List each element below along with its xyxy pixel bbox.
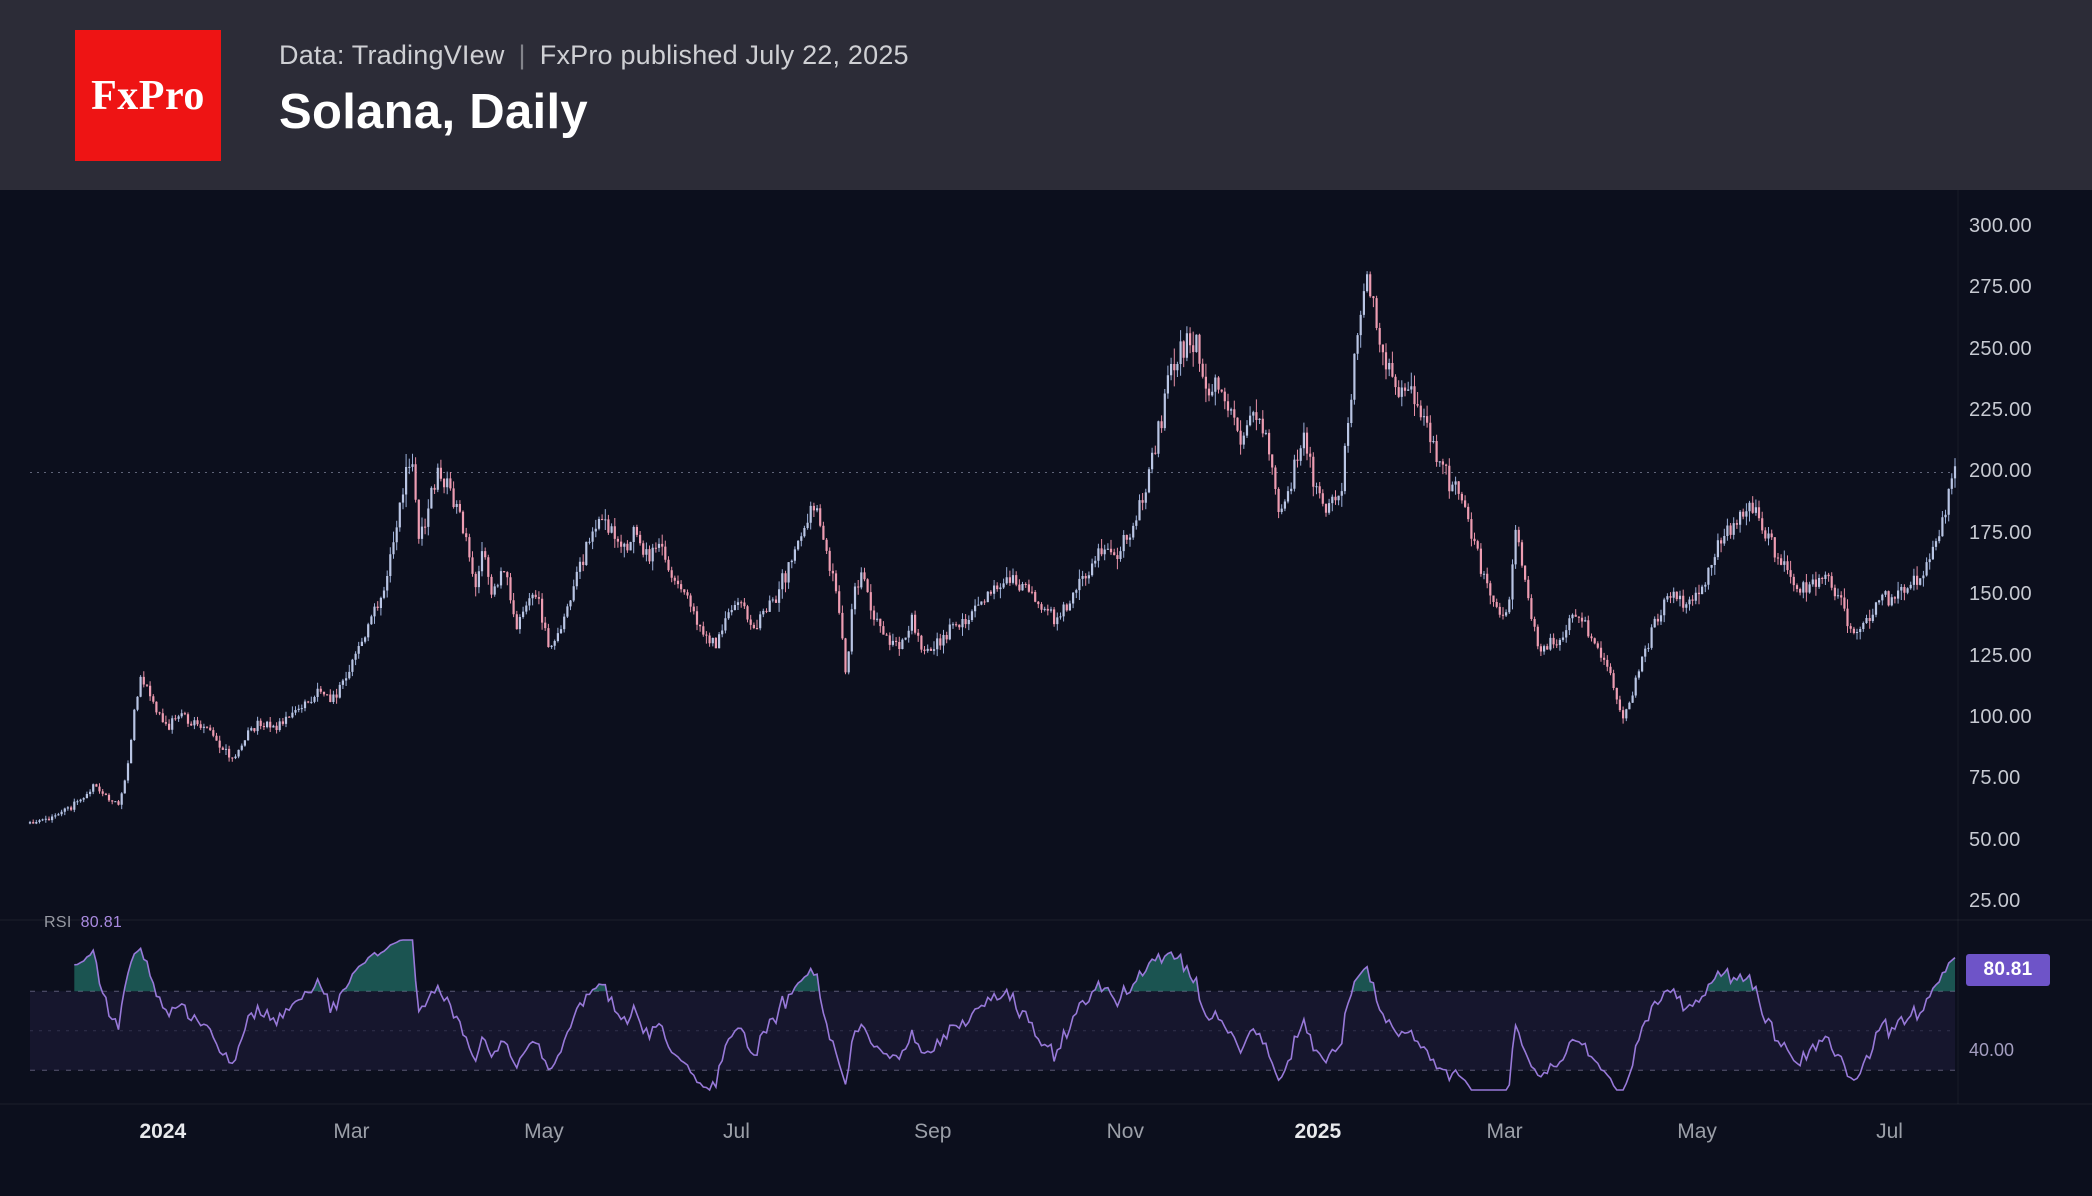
time-axis-label-jul: Jul <box>723 1120 750 1143</box>
header: FxPro Data: TradingVIew | FxPro published … <box>0 0 2092 190</box>
price-axis-label: 25.00 <box>1969 890 2021 912</box>
time-axis-label-sep: Sep <box>914 1120 952 1143</box>
time-axis-label-2025: 2025 <box>1294 1120 1342 1143</box>
price-axis-label: 175.00 <box>1969 521 2032 544</box>
page-title: Solana, Daily <box>279 85 588 139</box>
header-text: Data: TradingVIew | FxPro published July 2… <box>279 40 909 138</box>
rsi-value-badge: 80.81 <box>1966 953 2050 986</box>
rsi-overbought-fill <box>124 948 156 992</box>
data-source-text: Data: TradingVIew <box>279 40 505 70</box>
rsi-overbought-fill <box>1352 966 1375 992</box>
price-axis-label: 225.00 <box>1969 399 2032 422</box>
price-axis-label: 200.00 <box>1969 460 2032 483</box>
time-axis-label-mar: Mar <box>1486 1120 1523 1143</box>
rsi-overbought-fill <box>342 940 417 992</box>
price-axis-label: 300.00 <box>1969 215 2032 237</box>
up-candle-wicks <box>29 271 1956 825</box>
down-candle-bodies <box>32 274 1919 824</box>
rsi-overbought-fill <box>1706 968 1757 992</box>
rsi-overbought-fill <box>591 984 607 992</box>
time-axis-label-mar: Mar <box>333 1120 370 1143</box>
rsi-indicator-label: RSI 80.81 <box>44 914 122 932</box>
fxpro-logo: FxPro <box>75 30 221 161</box>
published-text: FxPro published July 22, 2025 <box>539 40 909 70</box>
price-axis-label: 75.00 <box>1969 767 2021 790</box>
price-axis-label: 50.00 <box>1969 828 2021 851</box>
down-candle-wicks <box>32 271 1918 824</box>
price-axis-label: 125.00 <box>1969 644 2032 667</box>
source-line: Data: TradingVIew | FxPro published July 2… <box>279 40 909 71</box>
time-axis-label-jul: Jul <box>1876 1120 1903 1143</box>
rsi-axis-label: 40.00 <box>1969 1039 2015 1060</box>
time-axis-label-2024: 2024 <box>139 1120 187 1143</box>
time-axis-label-may: May <box>524 1120 564 1143</box>
rsi-line <box>74 939 1956 1092</box>
price-axis-label: 275.00 <box>1969 276 2032 299</box>
time-axis-label-nov: Nov <box>1106 1120 1144 1143</box>
price-axis-label: 100.00 <box>1969 705 2032 728</box>
rsi-name: RSI <box>44 914 72 931</box>
rsi-value: 80.81 <box>80 914 123 931</box>
price-axis-label: 250.00 <box>1969 337 2032 360</box>
rsi-overbought-fill <box>1931 957 1955 992</box>
separator: | <box>518 40 526 70</box>
price-axis-label: 150.00 <box>1969 583 2032 606</box>
up-candle-bodies <box>28 274 1957 824</box>
fxpro-logo-text: FxPro <box>91 72 205 119</box>
time-axis-label-may: May <box>1677 1120 1717 1143</box>
rsi-overbought-fill <box>793 968 820 992</box>
